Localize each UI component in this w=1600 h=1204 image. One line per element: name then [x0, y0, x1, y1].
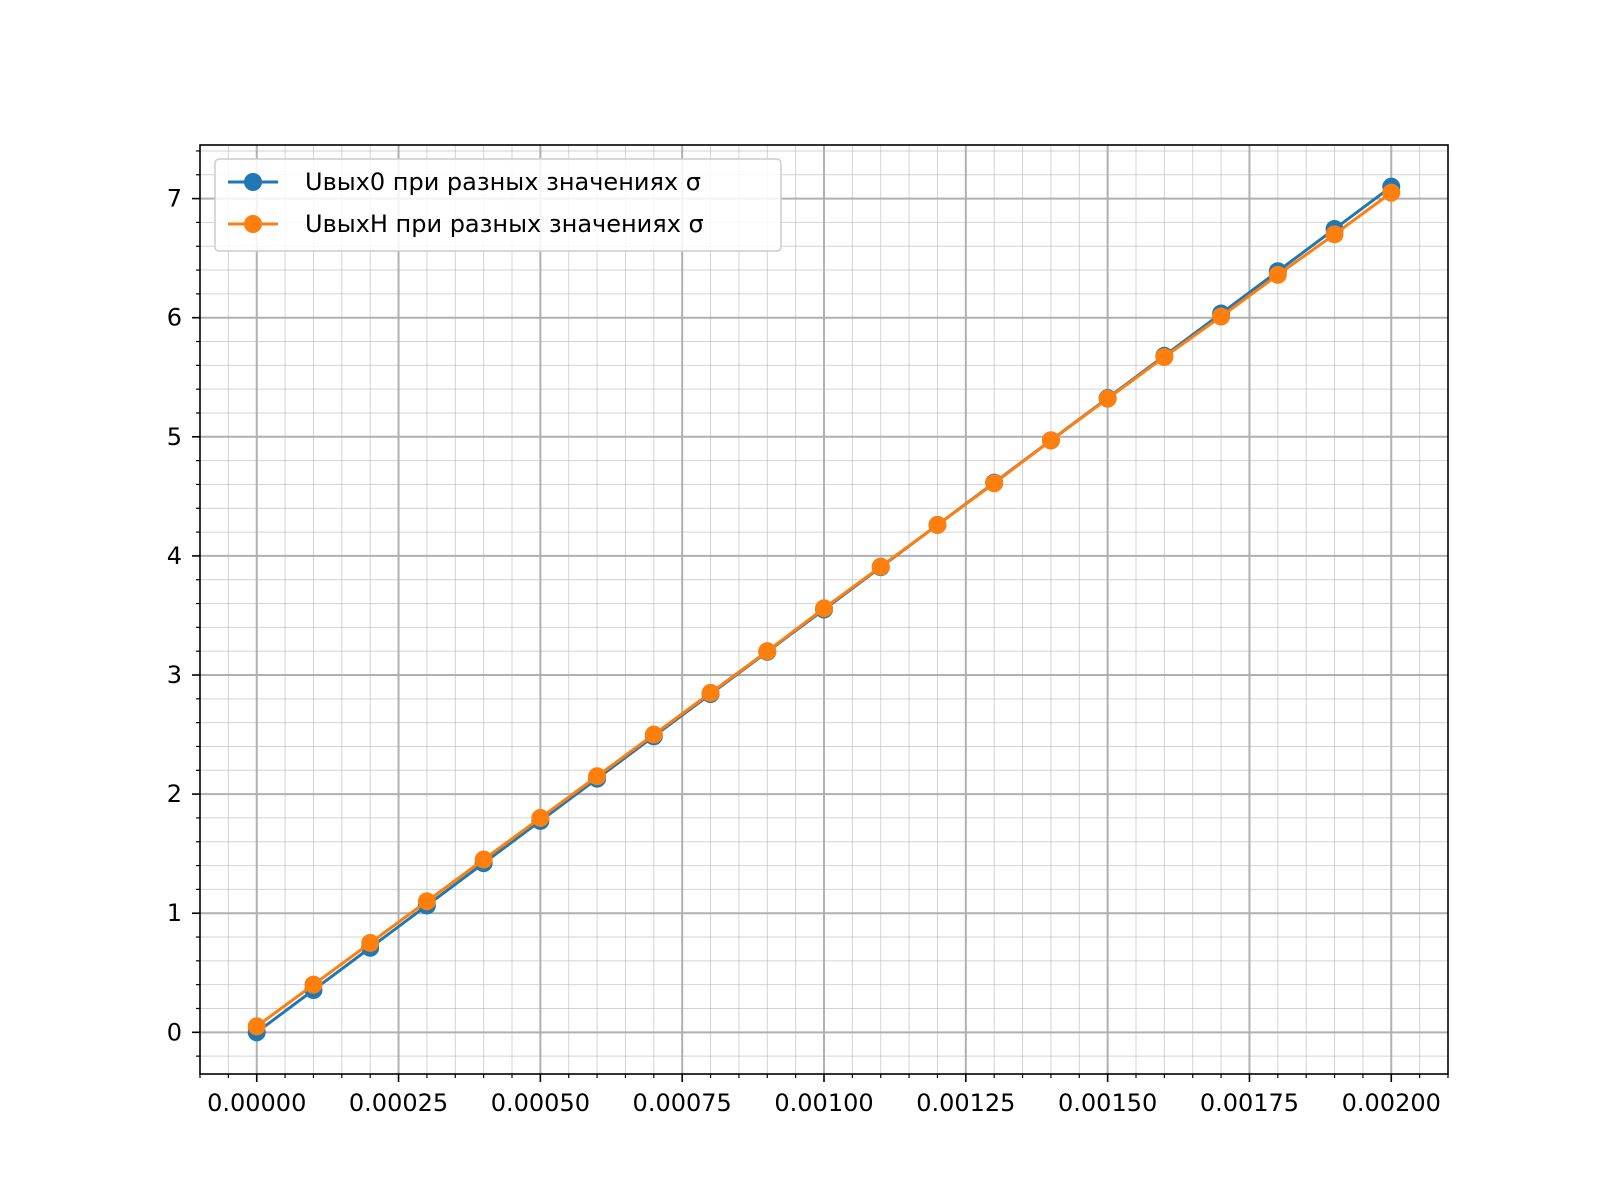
series-1-point	[928, 515, 947, 534]
series-1-point	[474, 850, 493, 869]
y-tick-label: 0	[167, 1018, 182, 1046]
legend: Uвых0 при разных значениях σ UвыхH при ра…	[214, 158, 782, 252]
series-1-point	[871, 557, 890, 576]
y-tick-label: 5	[167, 423, 182, 451]
series-1-point	[1041, 431, 1060, 450]
y-tick-label: 4	[167, 542, 182, 570]
x-tick-label: 0.00175	[1200, 1089, 1299, 1117]
x-tick-label: 0.00075	[633, 1089, 732, 1117]
legend-label: UвыхH при разных значениях σ	[305, 210, 704, 238]
series-1-point	[417, 892, 436, 911]
series-1-point	[1382, 183, 1401, 202]
series-1-point	[531, 808, 550, 827]
series-1-point	[304, 975, 323, 994]
series-1-point	[588, 767, 607, 786]
y-tick-label: 2	[167, 780, 182, 808]
series-layer	[247, 177, 1401, 1042]
legend-swatch-marker	[244, 173, 262, 191]
x-axis: 0.00000 0.00025 0.00050 0.00075 0.00100 0.001…	[199, 1074, 1449, 1117]
x-tick-label: 0.00200	[1342, 1089, 1441, 1117]
x-tick-label: 0.00100	[774, 1089, 873, 1117]
series-1-point	[1268, 265, 1287, 284]
series-1-point	[758, 642, 777, 661]
y-tick-label: 3	[167, 661, 182, 689]
series-1-point	[1098, 389, 1117, 408]
legend-swatch-marker	[244, 215, 262, 233]
y-tick-label: 7	[167, 185, 182, 213]
series-1-point	[815, 599, 833, 618]
y-tick-label: 1	[167, 899, 182, 927]
x-tick-label: 0.00025	[349, 1089, 448, 1117]
x-tick-label: 0.00000	[207, 1089, 306, 1117]
series-1-point	[1155, 348, 1174, 367]
y-tick-label: 6	[167, 304, 182, 332]
legend-entry: Uвых0 при разных значениях σ	[228, 168, 701, 196]
x-tick-label: 0.00050	[491, 1089, 590, 1117]
legend-box	[214, 158, 782, 252]
series-1-point	[247, 1017, 266, 1036]
series-1-point	[361, 933, 380, 952]
series-1-point	[985, 474, 1004, 493]
series-1-point	[1325, 225, 1344, 244]
series-1-point	[701, 683, 720, 702]
y-axis: 0 1 2 3 4 5 6 7	[167, 150, 200, 1057]
series-1-point	[1212, 307, 1231, 326]
legend-label: Uвых0 при разных значениях σ	[305, 168, 701, 196]
series-1-point	[644, 725, 663, 744]
series-1	[247, 183, 1401, 1036]
x-tick-label: 0.00150	[1058, 1089, 1157, 1117]
legend-entry: UвыхH при разных значениях σ	[228, 210, 704, 238]
x-tick-label: 0.00125	[916, 1089, 1015, 1117]
